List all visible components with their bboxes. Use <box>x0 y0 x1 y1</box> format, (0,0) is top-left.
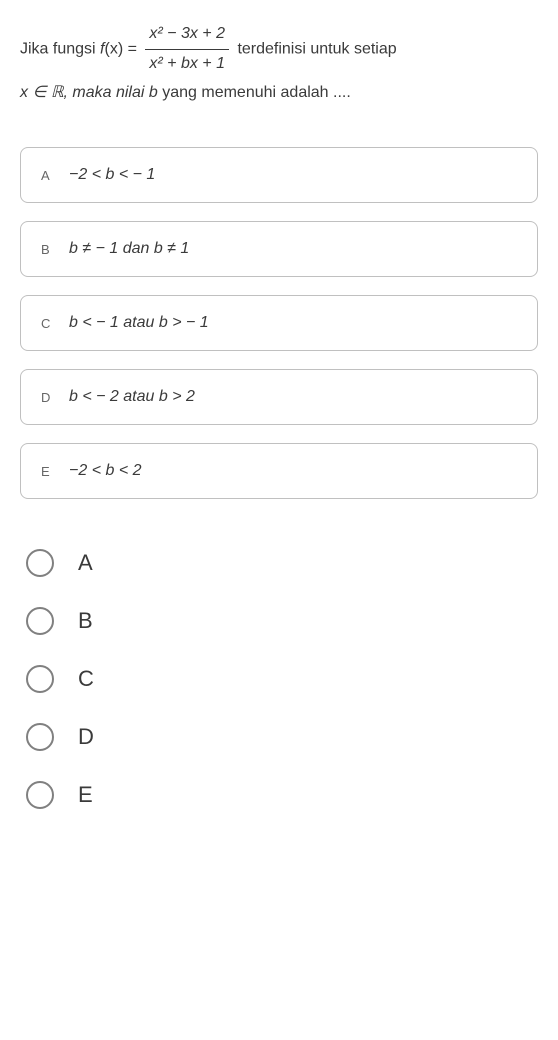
denominator: x² + bx + 1 <box>145 50 229 79</box>
radio-circle-icon <box>26 607 54 635</box>
question-middle: terdefinisi untuk setiap <box>237 41 396 58</box>
radio-item-c[interactable]: C <box>26 665 538 693</box>
option-letter: C <box>41 316 53 331</box>
radio-item-a[interactable]: A <box>26 549 538 577</box>
radio-label: C <box>78 666 94 692</box>
func-var: (x) = <box>105 41 142 58</box>
option-letter: E <box>41 464 53 479</box>
option-letter: D <box>41 390 53 405</box>
radio-item-e[interactable]: E <box>26 781 538 809</box>
radio-group: A B C D E <box>20 549 538 809</box>
radio-circle-icon <box>26 781 54 809</box>
option-d[interactable]: D b < − 2 atau b > 2 <box>20 369 538 425</box>
radio-circle-icon <box>26 549 54 577</box>
option-c[interactable]: C b < − 1 atau b > − 1 <box>20 295 538 351</box>
option-b[interactable]: B b ≠ − 1 dan b ≠ 1 <box>20 221 538 277</box>
question-text: Jika fungsi f(x) = x² − 3x + 2 x² + bx +… <box>20 20 538 107</box>
question-prefix: Jika fungsi <box>20 41 100 58</box>
option-content: b < − 1 atau b > − 1 <box>69 314 209 332</box>
line2-prefix: x ∈ ℝ, maka nilai <box>20 84 149 101</box>
option-content: b ≠ − 1 dan b ≠ 1 <box>69 240 189 258</box>
option-letter: A <box>41 168 53 183</box>
radio-label: E <box>78 782 93 808</box>
option-content: −2 < b < − 1 <box>69 166 155 184</box>
radio-circle-icon <box>26 723 54 751</box>
radio-item-b[interactable]: B <box>26 607 538 635</box>
line2-var: b <box>149 84 158 101</box>
fraction: x² − 3x + 2 x² + bx + 1 <box>145 20 229 79</box>
radio-item-d[interactable]: D <box>26 723 538 751</box>
option-e[interactable]: E −2 < b < 2 <box>20 443 538 499</box>
radio-label: B <box>78 608 93 634</box>
option-content: −2 < b < 2 <box>69 462 142 480</box>
radio-label: D <box>78 724 94 750</box>
option-letter: B <box>41 242 53 257</box>
line2-suffix: yang memenuhi adalah .... <box>158 84 351 101</box>
options-container: A −2 < b < − 1 B b ≠ − 1 dan b ≠ 1 C b <… <box>20 147 538 499</box>
numerator: x² − 3x + 2 <box>145 20 229 50</box>
radio-label: A <box>78 550 93 576</box>
radio-circle-icon <box>26 665 54 693</box>
option-a[interactable]: A −2 < b < − 1 <box>20 147 538 203</box>
option-content: b < − 2 atau b > 2 <box>69 388 195 406</box>
